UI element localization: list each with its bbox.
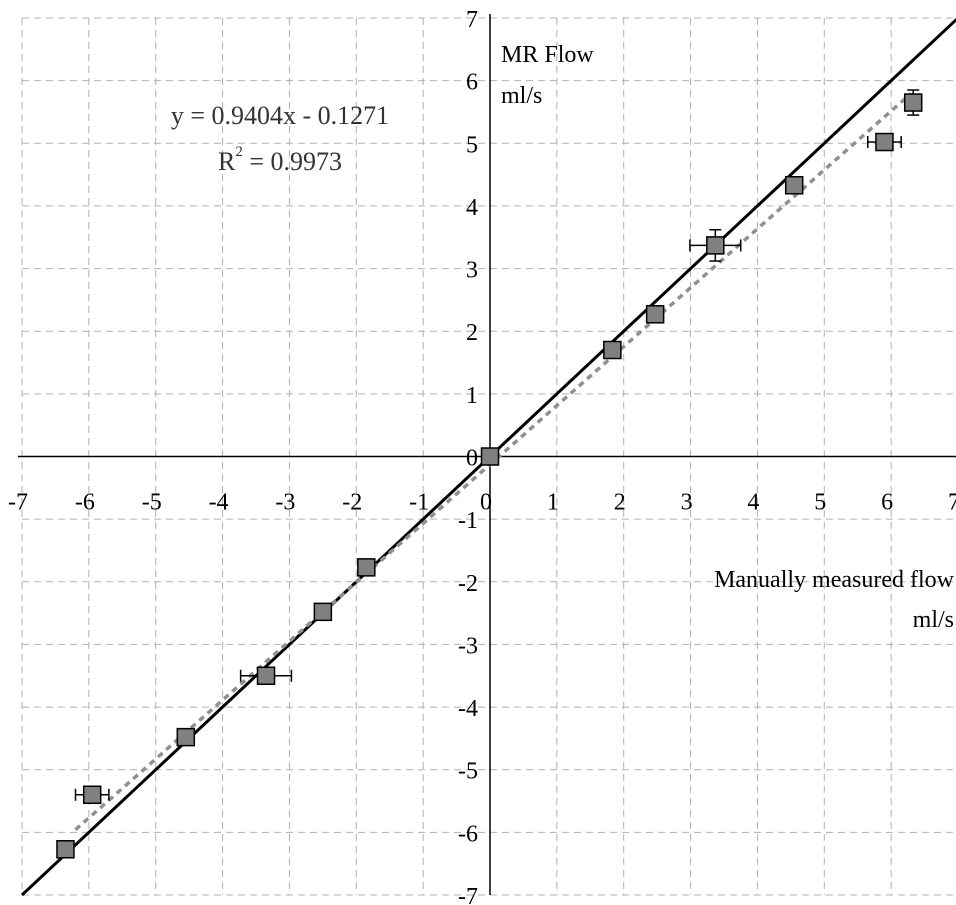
y-axis-title-line2: ml/s [501, 83, 542, 109]
y-axis-title-line1: MR Flow [501, 42, 594, 68]
x-tick-label: -1 [409, 490, 429, 516]
data-point [784, 176, 804, 195]
x-tick-label: 3 [681, 490, 693, 516]
x-tick-label: 2 [614, 490, 626, 516]
equation-line: y = 0.9404x - 0.1271 [171, 101, 389, 130]
y-tick-label: -4 [458, 696, 478, 722]
y-tick-label: -5 [458, 759, 478, 785]
data-point [357, 558, 376, 577]
data-point [706, 236, 725, 255]
x-tick-label: 4 [747, 490, 759, 516]
y-tick-label: -6 [458, 821, 478, 847]
y-tick-label: 2 [466, 320, 478, 346]
x-tick-label: 0 [480, 490, 492, 516]
x-tick-label: -4 [209, 490, 229, 516]
r-squared: R2 = 0.9973 [218, 144, 342, 176]
x-axis-title-line2: ml/s [913, 607, 954, 633]
x-tick-label: 6 [881, 490, 893, 516]
x-tick-label: -3 [275, 490, 295, 516]
y-tick-label: 3 [466, 258, 478, 284]
x-tick-label: 1 [547, 490, 559, 516]
x-tick-label: -6 [75, 490, 95, 516]
y-tick-label: -1 [458, 508, 478, 534]
r-squared-superscript: 2 [235, 144, 243, 160]
x-axis-title-line1: Manually measured flow [714, 567, 955, 593]
y-tick-label: -2 [458, 571, 478, 597]
r-squared-value: = 0.9973 [243, 147, 342, 176]
y-tick-label: 4 [466, 195, 478, 221]
data-point [313, 602, 333, 622]
data-point [176, 727, 196, 747]
x-tick-labels: -7 -6 -5 -4 -3 -2 -1 0 1 2 3 4 5 6 7 [8, 490, 956, 516]
regression-line [74, 92, 913, 832]
data-point [480, 447, 500, 466]
data-point [875, 132, 894, 152]
data-point [56, 840, 75, 859]
y-tick-label: 7 [466, 7, 478, 33]
data-point [645, 305, 665, 324]
data-points [56, 89, 923, 859]
y-tick-label: 5 [466, 132, 478, 158]
x-tick-label: -5 [142, 490, 162, 516]
x-tick-label: -2 [342, 490, 362, 516]
x-tick-label: 5 [814, 490, 826, 516]
data-point [603, 340, 622, 360]
x-tick-label: -7 [8, 490, 28, 516]
data-point [903, 93, 923, 112]
y-tick-label: 0 [466, 446, 478, 472]
y-tick-label: 1 [466, 383, 478, 409]
x-tick-label: 7 [948, 490, 956, 516]
y-tick-label: -7 [458, 884, 478, 905]
y-tick-label: -3 [458, 633, 478, 659]
r-squared-prefix: R [218, 147, 236, 176]
data-point [256, 666, 276, 685]
data-point [82, 785, 102, 805]
y-tick-labels: 7 6 5 4 3 2 1 0 -1 -2 -3 -4 -5 -6 -7 [458, 7, 478, 905]
y-tick-label: 6 [466, 70, 478, 96]
